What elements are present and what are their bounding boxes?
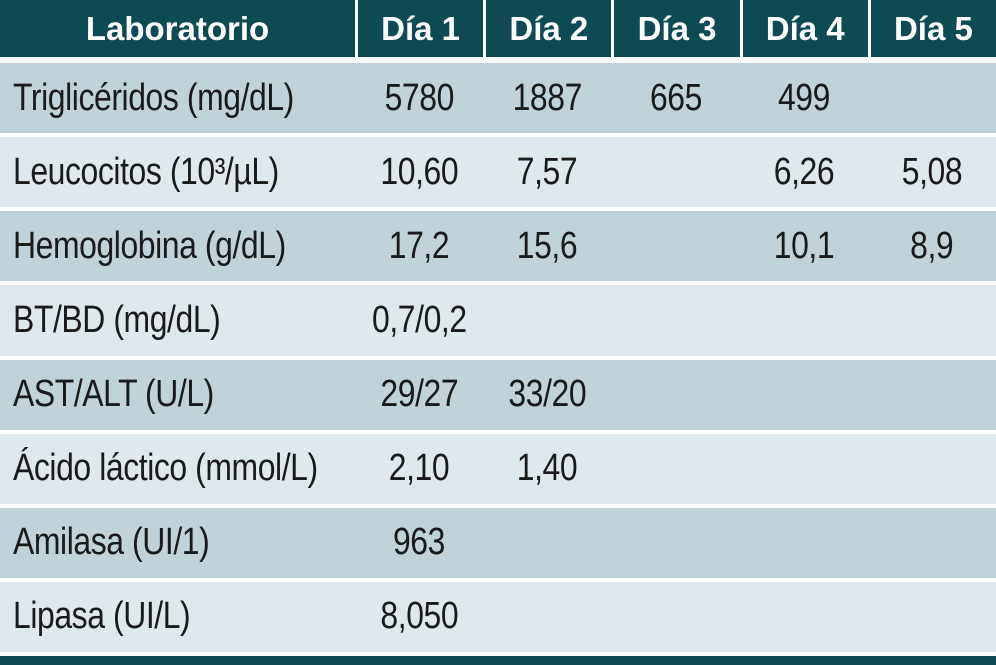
table-body: Triglicéridos (mg/dL) 5780 1887 665 499 … (0, 63, 996, 652)
cell-value (740, 285, 868, 355)
column-header-dia-5: Día 5 (867, 0, 996, 57)
cell-value (868, 360, 996, 430)
cell-value (611, 508, 739, 578)
column-header-dia-3: Día 3 (611, 0, 739, 57)
cell-value (740, 360, 868, 430)
column-header-laboratorio: Laboratorio (85, 9, 270, 47)
cell-value: 15,6 (517, 224, 578, 267)
cell-value (611, 360, 739, 430)
cell-value (483, 508, 611, 578)
cell-value: 8,050 (380, 595, 458, 638)
cell-value (483, 285, 611, 355)
cell-value (611, 582, 739, 652)
cell-value: 1,40 (517, 447, 578, 490)
bottom-separator (0, 652, 996, 656)
cell-value (868, 63, 996, 133)
cell-value (868, 434, 996, 504)
cell-value: 5780 (384, 76, 454, 119)
table-row-leucocitos: Leucocitos (10³/µL) 10,60 7,57 6,26 5,08 (0, 137, 996, 212)
row-label: Lipasa (UI/L) (13, 595, 191, 638)
cell-value: 33/20 (508, 373, 587, 416)
cell-value (611, 137, 739, 207)
row-label: Hemoglobina (g/dL) (13, 224, 286, 267)
table-header-row: Laboratorio Día 1 Día 2 Día 3 Día 4 Día … (0, 0, 996, 57)
cell-value: 1887 (512, 76, 583, 119)
row-label: Leucocitos (10³/µL) (13, 150, 279, 193)
cell-value (740, 434, 868, 504)
cell-value (611, 434, 739, 504)
column-header-dia-1: Día 1 (355, 0, 483, 57)
cell-value: 10,60 (380, 150, 458, 193)
cell-value: 2,10 (388, 447, 450, 490)
cell-value: 10,1 (773, 224, 834, 267)
cell-value (868, 508, 996, 578)
cell-value: 0,7/0,2 (371, 298, 467, 341)
cell-value: 29/27 (380, 373, 458, 416)
cell-value: 17,2 (388, 224, 450, 267)
column-header-dia-4: Día 4 (739, 0, 868, 57)
table-row-amilasa: Amilasa (UI/1) 963 (0, 507, 996, 582)
row-label: BT/BD (mg/dL) (13, 298, 221, 341)
table-row-hemoglobina: Hemoglobina (g/dL) 17,2 15,6 10,1 8,9 (0, 211, 996, 286)
table-row-trigliceridos: Triglicéridos (mg/dL) 5780 1887 665 499 (0, 63, 996, 138)
cell-value: 5,08 (901, 150, 963, 193)
row-label: Triglicéridos (mg/dL) (13, 76, 294, 119)
cell-value (483, 582, 611, 652)
cell-value (740, 508, 868, 578)
table-row-bt-bd: BT/BD (mg/dL) 0,7/0,2 (0, 285, 996, 360)
cell-value (611, 211, 739, 281)
table-row-lipasa: Lipasa (UI/L) 8,050 (0, 581, 996, 652)
cell-value (611, 285, 739, 355)
cell-value: 8,9 (910, 224, 954, 267)
cell-value (868, 582, 996, 652)
cell-value (740, 582, 868, 652)
cell-value: 665 (649, 76, 702, 119)
cell-value: 963 (393, 521, 446, 564)
table-bottom-border (0, 656, 996, 665)
cell-value: 7,57 (517, 150, 578, 193)
cell-value: 499 (777, 76, 830, 119)
row-label: AST/ALT (U/L) (13, 373, 214, 416)
table-row-ast-alt: AST/ALT (U/L) 29/27 33/20 (0, 359, 996, 434)
cell-value: 6,26 (773, 150, 834, 193)
cell-value (868, 285, 996, 355)
row-label: Amilasa (UI/1) (13, 521, 210, 564)
column-header-dia-2: Día 2 (483, 0, 611, 57)
table-row-acido-lactico: Ácido láctico (mmol/L) 2,10 1,40 (0, 433, 996, 508)
header-separator (0, 57, 996, 63)
row-label: Ácido láctico (mmol/L) (13, 447, 318, 490)
